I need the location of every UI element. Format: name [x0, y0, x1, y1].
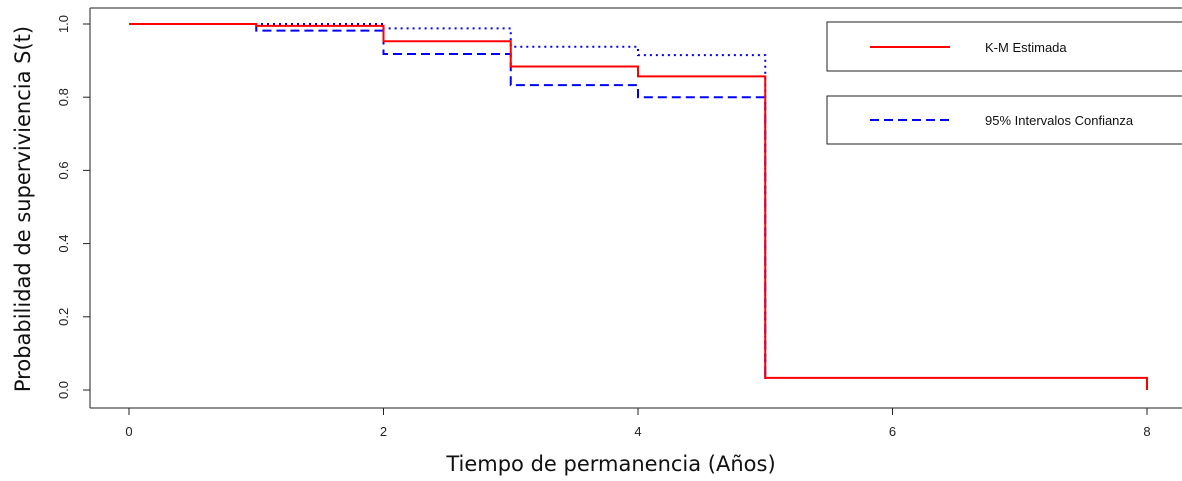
legend-label-km: K-M Estimada	[985, 40, 1067, 55]
y-tick-label-3: 0.6	[56, 161, 71, 179]
x-tick-label-2: 4	[634, 424, 641, 439]
y-axis-title: Probabilidad de superviviencia S(t)	[11, 26, 35, 392]
x-axis-ticks: 0 2 4 6 8	[125, 408, 1151, 439]
y-tick-label-1: 0.2	[56, 308, 71, 326]
legend-label-ci: 95% Intervalos Confianza	[985, 113, 1134, 128]
x-tick-label-3: 6	[889, 424, 896, 439]
legend: K-M Estimada 95% Intervalos Confianza	[826, 21, 1182, 145]
axes	[89, 8, 1182, 409]
y-axis-ticks: 0.0 0.2 0.4 0.6 0.8 1.0	[56, 15, 90, 399]
y-tick-label-5: 1.0	[56, 15, 71, 33]
x-axis-title: Tiempo de permanencia (Años)	[445, 452, 775, 476]
y-tick-label-4: 0.8	[56, 88, 71, 106]
x-tick-label-1: 2	[380, 424, 387, 439]
series-layer	[129, 23, 1148, 390]
x-tick-label-0: 0	[125, 424, 132, 439]
x-tick-label-4: 8	[1143, 424, 1150, 439]
y-tick-label-0: 0.0	[56, 381, 71, 399]
y-tick-label-2: 0.4	[56, 235, 71, 253]
series-line-1	[129, 23, 767, 381]
series-line-0	[129, 23, 1148, 390]
